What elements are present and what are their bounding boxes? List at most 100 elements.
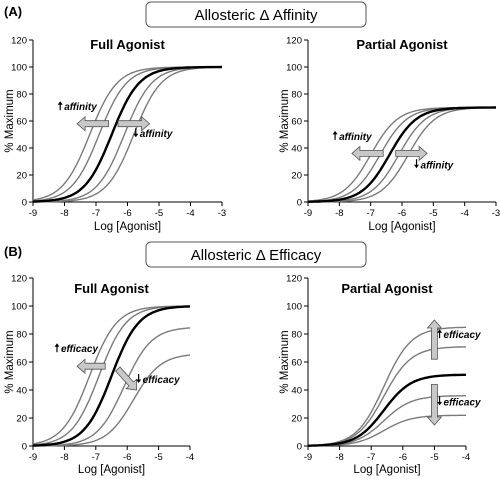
x-tick-label: -4 [186, 208, 194, 219]
modulated-curve [32, 66, 222, 202]
chart-title: Full Agonist [90, 37, 165, 52]
x-tick-label: -7 [367, 452, 375, 463]
x-tick-label: -6 [123, 452, 131, 463]
y-axis-label: % Maximum [279, 330, 291, 393]
y-tick-label: 100 [11, 63, 27, 74]
up-arrowhead-icon [332, 130, 338, 135]
y-tick-label: 120 [11, 274, 27, 285]
x-tick-label: -6 [399, 452, 407, 463]
control-curve [308, 373, 466, 447]
x-tick-label: -7 [366, 208, 374, 219]
y-tick-label: 80 [291, 90, 302, 101]
y-tick-label: 0 [22, 442, 27, 453]
y-tick-label: 20 [16, 171, 27, 182]
y-tick-label: 60 [291, 117, 302, 128]
up-arrowhead-icon [437, 329, 443, 333]
shift-arrow-left [351, 145, 384, 162]
x-tick-label: -7 [92, 208, 100, 219]
y-tick-label: 60 [291, 358, 302, 369]
shift-arrow-left [76, 115, 109, 132]
down-arrowhead-icon [133, 133, 139, 138]
modulated-curve [33, 66, 222, 203]
chart-title: Full Agonist [74, 281, 149, 296]
x-tick-label: -9 [29, 208, 37, 219]
x-tick-label: -8 [60, 452, 68, 463]
down-arrowhead-icon [136, 379, 142, 383]
modulated-curve [308, 395, 466, 447]
annotation-affinity: affinity [64, 102, 97, 113]
shift-arrow-right [395, 145, 428, 162]
x-tick-label: -8 [335, 208, 343, 219]
x-tick-label: -8 [60, 208, 68, 219]
x-tick-label: -3 [492, 208, 500, 219]
chart-panel-b-partial-agonist: 0 20 40 60 80 100 120 -9 -8 -7 -6 -5 -4 Partial Agoni… [279, 274, 481, 477]
x-axis-label: Log [Agonist] [78, 464, 145, 476]
modulated-curve [32, 305, 190, 446]
modulated-curve [33, 66, 222, 203]
modulated-curve [32, 66, 222, 201]
y-tick-label: 0 [22, 198, 27, 209]
y-tick-label: 80 [291, 330, 302, 341]
chart-panel-a-partial-agonist: 0 20 40 60 80 100 120 -9 -8 -7 -6 -5 -4 -3 Partial Ago… [279, 36, 500, 234]
x-tick-label: -6 [398, 208, 406, 219]
section-b-banner-box [145, 241, 367, 268]
y-tick-label: 40 [16, 144, 27, 155]
y-tick-label: 60 [16, 358, 27, 369]
x-tick-label: -4 [186, 452, 194, 463]
y-tick-label: 60 [16, 117, 27, 128]
shift-arrow-up [426, 319, 443, 360]
section-a-banner: Allosteric Δ Affinity [194, 7, 318, 24]
y-tick-label: 40 [291, 386, 302, 397]
x-tick-label: -4 [462, 452, 470, 463]
y-tick-label: 80 [16, 90, 27, 101]
x-tick-label: -9 [304, 452, 312, 463]
annotation-affinity: affinity [339, 132, 372, 143]
annotation-affinity: affinity [140, 129, 173, 140]
y-tick-label: 40 [291, 144, 302, 155]
modulated-curve [33, 354, 191, 447]
chart-panel-b-full-agonist: 0 20 40 60 80 100 120 -9 -8 -7 -6 -5 -4 Full Agonist L… [4, 274, 194, 477]
modulated-curve [308, 326, 466, 447]
shift-arrow-right [117, 115, 151, 132]
x-tick-label: -9 [29, 452, 37, 463]
chart-title: Partial Agonist [341, 281, 433, 296]
down-arrowhead-icon [437, 401, 443, 406]
y-tick-label: 120 [286, 274, 302, 285]
x-tick-label: -5 [154, 452, 162, 463]
annotation-efficacy: efficacy [444, 397, 482, 408]
control-curve [32, 305, 191, 447]
x-tick-label: -3 [218, 208, 226, 219]
annotation-affinity: affinity [421, 160, 454, 171]
control-curve [307, 106, 496, 203]
x-tick-label: -9 [304, 208, 312, 219]
section-b-banner: Allosteric Δ Efficacy [191, 247, 322, 264]
y-tick-label: 120 [11, 36, 27, 47]
x-axis-label: Log [Agonist] [94, 221, 161, 233]
x-tick-label: -7 [92, 452, 100, 463]
x-tick-label: -4 [460, 208, 468, 219]
y-axis-label: % Maximum [279, 89, 291, 152]
x-tick-label: -5 [430, 452, 438, 463]
y-tick-label: 80 [16, 330, 27, 341]
y-tick-label: 100 [11, 302, 27, 313]
y-tick-label: 20 [291, 171, 302, 182]
y-tick-label: 100 [286, 63, 302, 74]
down-arrowhead-icon [414, 164, 419, 169]
y-tick-label: 40 [16, 386, 27, 397]
y-tick-label: 20 [16, 414, 27, 425]
x-tick-label: -6 [123, 208, 131, 219]
annotation-efficacy: efficacy [444, 330, 482, 341]
y-tick-label: 100 [286, 302, 302, 313]
x-tick-label: -5 [155, 208, 163, 219]
y-axis-label: % Maximum [4, 89, 16, 152]
y-tick-label: 0 [297, 442, 302, 453]
y-axis-label: % Maximum [4, 330, 16, 393]
x-axis-label: Log [Agonist] [368, 221, 435, 233]
x-axis-label: Log [Agonist] [353, 464, 420, 476]
up-arrowhead-icon [54, 343, 60, 347]
section-a-label: (A) [4, 4, 22, 19]
y-tick-label: 20 [291, 414, 302, 425]
annotation-efficacy: efficacy [143, 375, 181, 386]
y-tick-label: 120 [286, 36, 302, 47]
